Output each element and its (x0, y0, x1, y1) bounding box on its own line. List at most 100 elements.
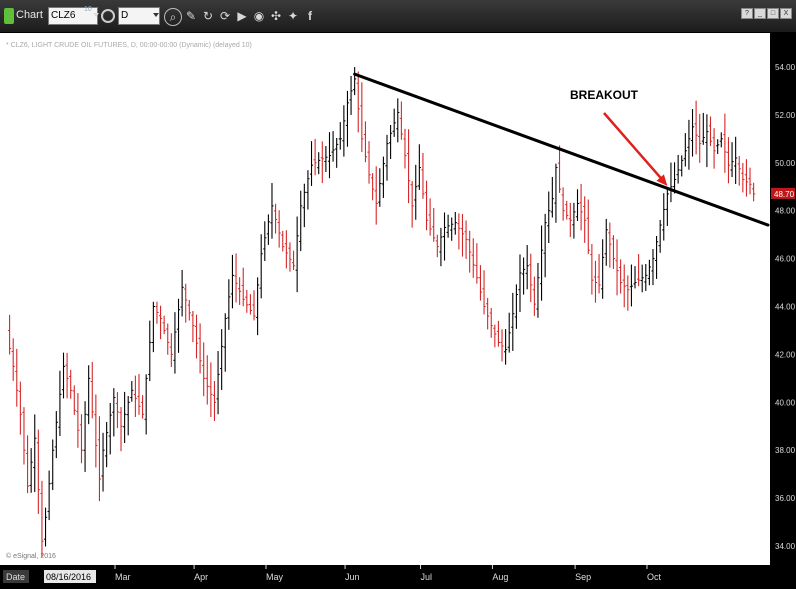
ohlc-bar (428, 198, 432, 236)
ohlc-bar (601, 239, 605, 299)
resistance-trendline[interactable] (353, 72, 770, 227)
ohlc-bar (654, 235, 659, 279)
ohlc-bar (478, 265, 483, 301)
maximize-button[interactable]: □ (767, 8, 779, 19)
chart-area[interactable]: * CLZ6, LIGHT CRUDE OIL FUTURES, D, 00:0… (0, 33, 796, 589)
app-logo-icon (4, 8, 14, 24)
minimize-button[interactable]: _ (754, 8, 766, 19)
ohlc-bar (144, 374, 148, 435)
ohlc-bar (457, 213, 461, 250)
ohlc-bar (572, 202, 576, 239)
network-icon[interactable]: ✣ (270, 9, 282, 23)
price-axis (770, 33, 796, 589)
ohlc-bar (586, 199, 590, 255)
ohlc-bar (313, 138, 317, 176)
ohlc-bar (665, 188, 669, 226)
ohlc-bar (417, 144, 421, 190)
y-tick-label: 50.00 (775, 159, 796, 168)
symbol-dropdown-icon[interactable] (93, 13, 99, 17)
arrow-head (656, 174, 668, 186)
ohlc-bar (658, 219, 662, 253)
x-tick-label: May (266, 572, 284, 582)
ohlc-bar (432, 208, 436, 242)
close-button[interactable]: X (780, 8, 792, 19)
help-button[interactable]: ? (741, 8, 753, 19)
ohlc-bar (651, 249, 655, 286)
ohlc-bar (76, 393, 80, 448)
ohlc-bar (698, 114, 702, 163)
ohlc-bar (752, 182, 756, 202)
ohlc-bar (277, 210, 281, 248)
ohlc-bar (708, 116, 713, 147)
ohlc-bar (496, 320, 501, 347)
ohlc-bar (252, 290, 256, 321)
ohlc-bar (385, 134, 389, 181)
x-tick-label: Oct (647, 572, 662, 582)
ohlc-bar (381, 156, 386, 198)
ohlc-bar (158, 305, 163, 340)
refresh-icon[interactable]: ↻ (202, 9, 214, 23)
ohlc-bar (40, 480, 44, 557)
ohlc-bar (18, 381, 22, 435)
ohlc-bar (536, 262, 540, 318)
interval-dropdown-icon[interactable] (153, 13, 159, 17)
ohlc-bar (335, 137, 339, 168)
arrow-shaft (603, 112, 665, 182)
ohlc-bar (306, 170, 310, 210)
ohlc-bar (626, 275, 630, 311)
ohlc-bar (173, 312, 177, 374)
ohlc-bar (284, 230, 288, 269)
ohlc-bar (299, 190, 303, 252)
ohlc-bar (489, 307, 493, 338)
ohlc-bar (410, 181, 414, 228)
ohlc-bar (529, 253, 533, 303)
ohlc-bar (486, 297, 490, 330)
time-axis (0, 565, 796, 589)
ohlc-bar (680, 155, 684, 177)
twitter-icon[interactable]: ✦ (287, 9, 299, 23)
facebook-icon[interactable]: f (308, 9, 312, 23)
link-icon[interactable] (101, 9, 115, 23)
symbol-superscript: 10 (84, 6, 92, 13)
ohlc-bar (521, 257, 526, 295)
ohlc-bar (166, 323, 170, 355)
y-tick-label: 44.00 (775, 302, 796, 311)
reload-icon[interactable]: ⟳ (219, 9, 231, 23)
ohlc-bar (507, 312, 511, 353)
interval-select[interactable]: D (118, 7, 160, 25)
ohlc-bar (36, 429, 40, 514)
ohlc-bar (90, 361, 94, 419)
last-price-label: 48.70 (774, 190, 795, 199)
ohlc-bar (137, 374, 141, 415)
play-icon[interactable]: ▶ (237, 9, 247, 23)
ohlc-bar (608, 222, 612, 268)
ohlc-bar (460, 213, 465, 257)
ohlc-bar (266, 214, 270, 245)
toolbar: Chart CLZ6 10 D ⌕ ✎ ↻ ⟳ ▶ ◉ ✣ ✦ f ? _ □ X (0, 0, 796, 33)
ohlc-bar (604, 218, 608, 266)
ohlc-bar (644, 263, 648, 291)
ohlc-bar (683, 133, 687, 167)
pencil-icon[interactable]: ✎ (185, 9, 197, 23)
ohlc-bar (162, 315, 166, 335)
ohlc-bar (518, 254, 522, 312)
ohlc-bar (737, 155, 741, 186)
nav-icon[interactable]: ◉ (253, 9, 265, 23)
ohlc-bar (575, 189, 580, 221)
cursor-readout: Date 08/16/2016 (3, 570, 96, 583)
ohlc-bar (579, 183, 583, 231)
ohlc-bar (234, 253, 238, 303)
ohlc-bar (220, 329, 224, 390)
y-tick-label: 46.00 (775, 255, 796, 264)
cursor-icon[interactable]: ⌕ (164, 8, 182, 26)
y-axis-labels: 34.00 36.00 38.00 40.00 42.00 44.00 46.00 48.00… (775, 63, 796, 551)
price-chart[interactable]: * CLZ6, LIGHT CRUDE OIL FUTURES, D, 00:0… (0, 33, 796, 589)
ohlc-bar (557, 145, 562, 193)
ohlc-bar (597, 254, 601, 294)
ohlc-bar (730, 142, 734, 178)
ohlc-bar (133, 375, 137, 417)
ohlc-bar (83, 401, 87, 472)
ohlc-bar (424, 180, 429, 231)
y-tick-label: 36.00 (775, 494, 796, 503)
ohlc-bar (317, 152, 321, 175)
